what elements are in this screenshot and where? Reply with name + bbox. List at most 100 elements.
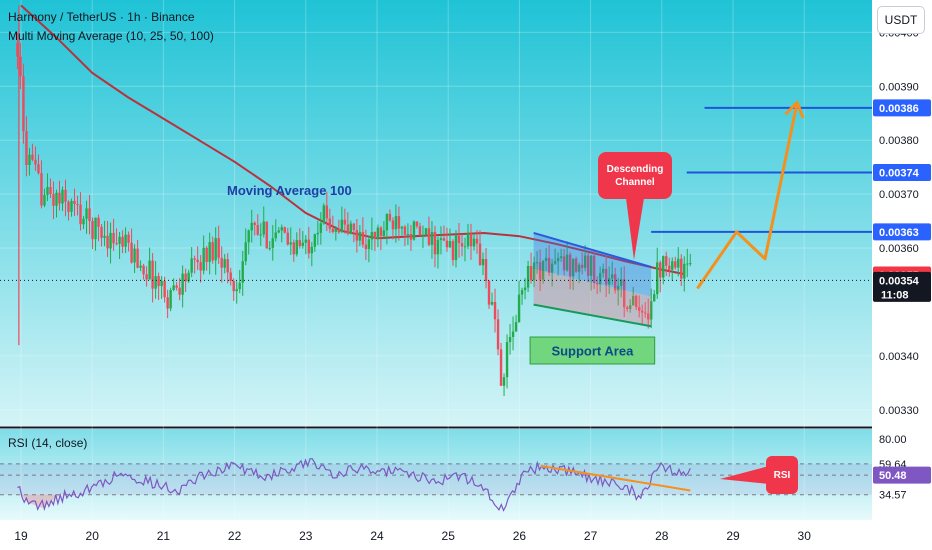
- candle: [355, 218, 359, 253]
- candle: [565, 241, 569, 272]
- candle: [529, 252, 533, 284]
- candle: [391, 217, 395, 240]
- candle: [202, 235, 205, 275]
- candle: [37, 154, 40, 175]
- candle: [508, 323, 512, 355]
- candle: [295, 232, 298, 257]
- candle: [553, 248, 557, 265]
- candle: [412, 220, 416, 241]
- candle: [400, 225, 404, 236]
- candle: [394, 204, 398, 243]
- rsi-callout-text: RSI: [774, 470, 791, 481]
- candle: [190, 247, 193, 278]
- rsi-callout: RSI: [720, 456, 798, 494]
- candle: [472, 233, 476, 251]
- candle: [217, 225, 220, 264]
- candle: [103, 220, 106, 247]
- candle: [689, 253, 692, 267]
- candle: [418, 222, 422, 236]
- channel-callout: Descending Channel: [598, 152, 672, 260]
- candle: [568, 252, 572, 290]
- candle: [265, 221, 268, 249]
- x-tick-label: 25: [442, 529, 456, 543]
- candle: [604, 255, 608, 298]
- candle: [328, 208, 332, 234]
- support-label: Support Area: [551, 344, 634, 359]
- candle: [304, 235, 307, 255]
- candle: [94, 217, 97, 251]
- candle: [331, 215, 335, 234]
- currency-button[interactable]: USDT: [877, 6, 925, 34]
- x-tick-label: 28: [655, 529, 669, 543]
- y-tick-label: 0.00360: [879, 243, 919, 255]
- candle: [656, 247, 659, 299]
- candle: [517, 280, 521, 323]
- candle: [250, 209, 253, 243]
- candle: [271, 225, 274, 261]
- candle: [145, 266, 148, 287]
- candle: [538, 249, 542, 291]
- x-tick-label: 19: [14, 529, 28, 543]
- candle: [674, 256, 677, 270]
- price-axis: [872, 0, 932, 520]
- candle: [346, 212, 350, 236]
- candle: [367, 236, 371, 263]
- candle: [626, 305, 629, 312]
- candle: [136, 239, 139, 269]
- price-tag: 0.00386: [873, 99, 931, 117]
- candle: [370, 217, 374, 251]
- candle: [677, 247, 680, 277]
- candle: [469, 223, 473, 260]
- candle: [340, 206, 344, 233]
- candle: [205, 245, 208, 271]
- candle: [283, 226, 286, 234]
- candle: [622, 266, 626, 318]
- candle: [310, 242, 314, 267]
- candle: [475, 230, 479, 254]
- candle: [280, 224, 283, 243]
- candle: [100, 224, 103, 247]
- candle: [124, 227, 127, 254]
- candle: [650, 288, 653, 329]
- candle: [232, 278, 235, 301]
- candle: [97, 214, 100, 242]
- candle: [427, 216, 431, 247]
- candle: [647, 298, 650, 329]
- channel-callout-line1: Descending: [607, 164, 664, 175]
- candle: [130, 228, 133, 264]
- candle: [277, 226, 280, 234]
- candle: [229, 267, 232, 286]
- candle: [58, 180, 61, 211]
- candle: [301, 231, 304, 249]
- candle: [496, 309, 500, 356]
- candle: [373, 231, 377, 251]
- candle: [70, 198, 73, 217]
- candle: [268, 240, 271, 251]
- candle: [316, 220, 320, 245]
- candle: [511, 316, 515, 351]
- candle: [199, 255, 202, 283]
- candle: [175, 282, 178, 291]
- candle: [292, 239, 295, 262]
- candle: [668, 257, 671, 277]
- candle: [238, 269, 241, 294]
- candle: [46, 173, 49, 202]
- candle: [686, 248, 689, 278]
- projection-arrowhead: [784, 100, 805, 119]
- candle: [196, 246, 199, 270]
- candle: [653, 289, 656, 302]
- candle: [659, 260, 662, 293]
- candle: [583, 245, 587, 272]
- candle: [562, 248, 566, 276]
- y-tick-label: 0.00380: [879, 135, 919, 147]
- candle: [286, 227, 289, 246]
- candle: [106, 221, 109, 257]
- candle: [166, 289, 169, 319]
- candle: [109, 222, 112, 264]
- candle: [403, 224, 407, 246]
- rsi-value-tag: 50.48: [873, 466, 931, 484]
- candle: [433, 225, 437, 268]
- candle: [415, 221, 419, 229]
- candle: [163, 276, 166, 303]
- candle: [502, 373, 506, 397]
